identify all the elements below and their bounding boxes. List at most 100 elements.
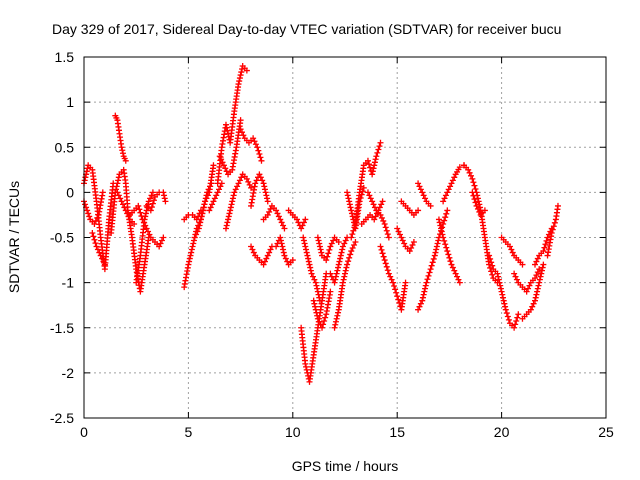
data-point <box>318 249 325 256</box>
data-point <box>314 288 321 295</box>
data-point <box>264 198 271 205</box>
data-point <box>114 180 121 187</box>
data-point <box>302 243 309 250</box>
data-point <box>216 186 223 193</box>
data-point <box>513 317 520 324</box>
data-point <box>534 255 541 262</box>
data-point <box>438 225 445 232</box>
data-point <box>253 177 260 184</box>
x-axis-label: GPS time / hours <box>292 458 399 474</box>
data-point <box>360 184 367 191</box>
data-point <box>324 253 331 260</box>
data-point <box>216 153 223 160</box>
data-point <box>377 139 384 146</box>
data-point <box>500 297 507 304</box>
data-point <box>548 229 555 236</box>
data-point <box>422 285 429 292</box>
data-point <box>541 244 548 251</box>
data-point <box>339 279 346 286</box>
data-point <box>426 269 433 276</box>
data-point <box>281 225 288 232</box>
data-point <box>255 147 262 154</box>
data-point <box>432 249 439 256</box>
data-point <box>314 315 321 322</box>
y-tick-label: 1.5 <box>55 49 75 65</box>
series-trace-d <box>112 112 129 164</box>
data-point <box>319 324 326 331</box>
data-point <box>554 202 561 209</box>
data-point <box>232 186 239 193</box>
data-point <box>227 207 234 214</box>
data-point <box>423 279 430 286</box>
data-point <box>421 288 428 295</box>
data-point <box>246 181 253 188</box>
data-point <box>96 249 103 256</box>
data-point <box>356 198 363 205</box>
data-point <box>502 306 509 313</box>
data-point <box>223 168 230 175</box>
x-tick-label: 0 <box>80 424 88 440</box>
data-point <box>211 195 218 202</box>
data-point <box>366 161 373 168</box>
data-point <box>332 321 339 328</box>
data-point <box>523 288 530 295</box>
data-point <box>149 200 156 207</box>
data-point <box>149 189 156 196</box>
data-point <box>234 183 241 190</box>
data-point <box>342 270 348 277</box>
data-point <box>147 195 154 202</box>
data-point <box>338 249 345 256</box>
data-point <box>371 216 378 223</box>
data-point <box>114 189 121 196</box>
data-point <box>189 243 196 250</box>
data-point <box>235 81 242 88</box>
data-point <box>145 201 152 208</box>
data-point <box>277 234 284 241</box>
data-point <box>539 264 546 271</box>
data-point <box>208 180 215 187</box>
series-trace-x <box>300 234 323 304</box>
data-point <box>435 216 442 223</box>
chart-title: Day 329 of 2017, Sidereal Day-to-day VTE… <box>52 21 561 37</box>
data-point <box>202 195 209 202</box>
data-point <box>381 220 388 227</box>
data-point <box>249 246 256 253</box>
data-point <box>476 208 483 215</box>
data-point <box>349 245 356 252</box>
data-point <box>348 210 355 217</box>
data-point <box>260 261 267 268</box>
data-point <box>157 240 164 247</box>
data-point <box>433 243 440 250</box>
data-point <box>264 252 271 259</box>
data-point <box>238 69 245 76</box>
data-point <box>206 207 213 214</box>
data-point <box>537 273 544 280</box>
data-point <box>300 237 307 244</box>
data-point <box>382 224 389 231</box>
data-point <box>514 314 521 321</box>
data-point <box>540 248 547 255</box>
data-point <box>305 255 312 262</box>
data-point <box>416 303 423 310</box>
data-point <box>236 177 243 184</box>
data-point <box>137 209 144 216</box>
x-tick-label: 5 <box>185 424 193 440</box>
data-point <box>275 213 282 220</box>
data-point <box>425 272 432 279</box>
data-point <box>394 225 401 232</box>
data-point <box>369 171 376 178</box>
data-point <box>252 180 259 187</box>
data-point <box>540 261 547 268</box>
data-point <box>92 240 99 247</box>
data-point <box>443 210 450 217</box>
data-point <box>204 189 211 196</box>
data-point <box>100 258 107 265</box>
data-point <box>193 231 200 238</box>
data-point <box>327 270 334 277</box>
data-point <box>331 279 338 286</box>
data-point <box>343 264 350 271</box>
data-point <box>327 288 334 295</box>
data-point <box>266 208 273 215</box>
data-point <box>306 261 313 268</box>
data-point <box>254 144 261 151</box>
